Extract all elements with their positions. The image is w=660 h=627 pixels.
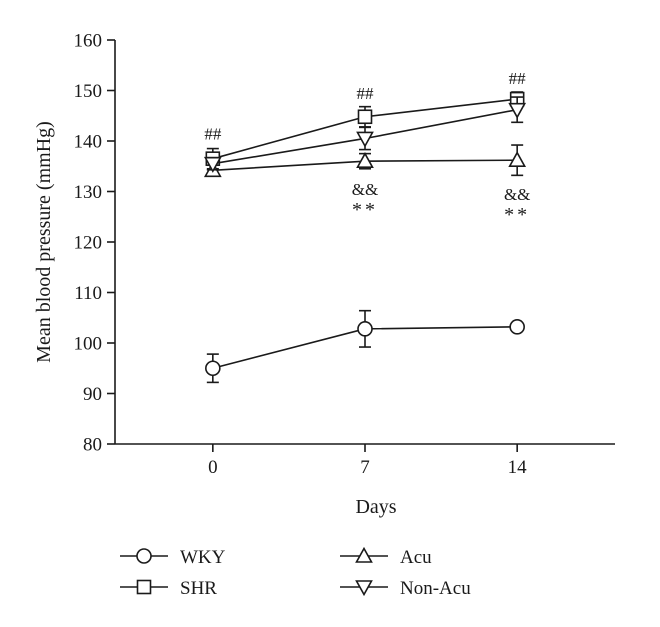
y-tick-label: 80	[83, 435, 102, 456]
annotations: ######&&**&&**	[204, 69, 530, 226]
data-point-non-acu	[508, 102, 527, 119]
data-point-non-acu	[203, 156, 222, 173]
data-point-acu	[508, 151, 527, 167]
y-tick-label: 120	[74, 233, 103, 254]
legend-label-shr: SHR	[180, 578, 217, 599]
annotation-star: **	[352, 199, 378, 221]
legend-item-wky: WKY	[120, 547, 226, 568]
annotation-hash: ##	[509, 69, 527, 88]
x-tick-label: 7	[360, 457, 370, 478]
legend: WKY SHR Acu Non-Acu	[120, 546, 471, 599]
annotation-hash: ##	[204, 124, 222, 143]
data-point-acu	[356, 152, 374, 168]
y-ticks: 80 90 100 110 120 130 140 150 160	[74, 31, 115, 456]
y-tick-label: 150	[74, 81, 103, 102]
y-tick-label: 140	[74, 132, 103, 153]
annotation-star: **	[504, 204, 530, 226]
annotation-amp: &&	[504, 185, 530, 204]
legend-marker-wky	[136, 548, 152, 564]
x-axis-title: Days	[355, 496, 396, 518]
y-tick-label: 110	[74, 283, 102, 304]
legend-item-shr: SHR	[120, 578, 217, 599]
legend-marker-acu	[355, 546, 373, 563]
y-tick-label: 130	[74, 182, 103, 203]
legend-item-non-acu: Non-Acu	[340, 578, 471, 599]
series-acu	[203, 144, 527, 178]
y-tick-label: 90	[83, 384, 102, 405]
legend-marker-shr	[136, 579, 152, 595]
legend-item-acu: Acu	[340, 546, 432, 568]
legend-label-wky: WKY	[180, 547, 226, 568]
annotation-hash: ##	[357, 84, 375, 103]
y-tick-label: 160	[74, 31, 103, 52]
series-non-acu	[203, 96, 527, 173]
legend-label-non-acu: Non-Acu	[400, 578, 471, 599]
data-point-non-acu	[356, 131, 374, 148]
data-point-wky	[205, 360, 221, 377]
series-group	[203, 91, 527, 384]
x-tick-label: 0	[208, 457, 218, 478]
legend-marker-non-acu	[355, 580, 373, 597]
y-axis-title: Mean blood pressure (mmHg)	[33, 121, 55, 363]
series-wky	[205, 309, 525, 384]
y-tick-label: 100	[74, 334, 103, 355]
x-tick-label: 14	[508, 457, 528, 478]
data-point-wky	[509, 319, 525, 335]
data-point-shr	[357, 109, 373, 125]
annotation-amp: &&	[352, 180, 378, 199]
data-point-wky	[357, 321, 373, 337]
legend-label-acu: Acu	[400, 547, 432, 568]
x-ticks: 0 7 14	[208, 444, 527, 478]
